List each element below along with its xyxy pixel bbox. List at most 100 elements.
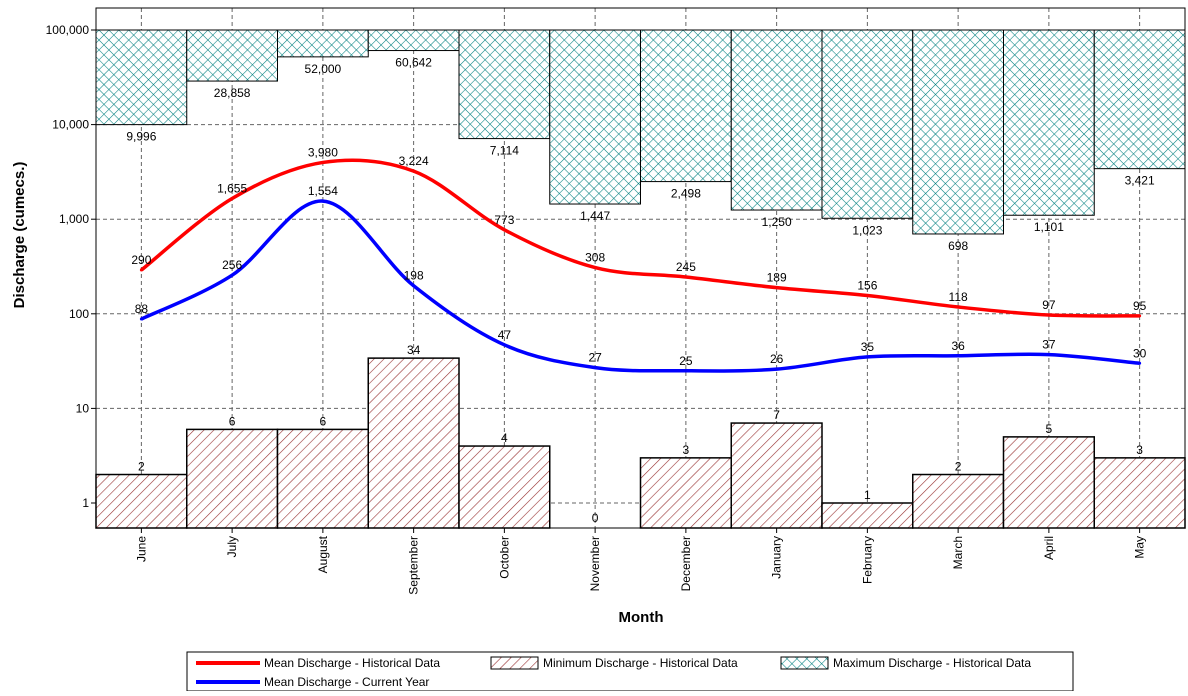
line-point-label: 36 xyxy=(951,339,965,353)
max-bar-october xyxy=(458,29,551,140)
line-point-label: 245 xyxy=(676,260,696,274)
line-point xyxy=(412,169,416,173)
max-bar-label: 9,996 xyxy=(126,130,156,144)
min-bar-december xyxy=(639,457,732,529)
y-tick-label: 10 xyxy=(76,401,90,415)
min-bar-february xyxy=(821,502,914,529)
line-point xyxy=(321,160,325,164)
line-point-label: 773 xyxy=(494,213,514,227)
min-bar-label: 2 xyxy=(955,460,962,474)
x-tick-label-december: December xyxy=(679,536,693,591)
min-bar-july xyxy=(186,428,279,529)
legend-box xyxy=(186,651,1074,692)
line-point-label: 189 xyxy=(767,271,787,285)
min-bar-may xyxy=(1093,457,1186,529)
line-point-label: 47 xyxy=(498,328,512,342)
line-point xyxy=(865,294,869,298)
legend: Mean Discharge - Historical Data Mean Di… xyxy=(186,651,1074,692)
legend-swatch-min-historical xyxy=(490,656,539,670)
min-bar-label: 34 xyxy=(407,343,421,357)
x-tick-label-june: June xyxy=(134,536,148,562)
line-point-label: 3,224 xyxy=(399,154,429,168)
line-point xyxy=(1047,313,1051,317)
min-bar-march xyxy=(912,473,1005,529)
line-point-label: 35 xyxy=(861,340,875,354)
line-point-label: 156 xyxy=(857,279,877,293)
max-bar-label: 52,000 xyxy=(305,62,342,76)
min-bar-september xyxy=(367,357,460,529)
min-bar-label: 3 xyxy=(683,443,690,457)
y-tick-label: 100 xyxy=(69,307,89,321)
max-bar-july xyxy=(186,29,278,82)
line-point xyxy=(684,369,688,373)
max-bar-april xyxy=(1003,29,1095,216)
min-bar-label: 6 xyxy=(320,414,327,428)
max-bar-label: 1,447 xyxy=(580,209,610,223)
x-tick-label-february: February xyxy=(860,536,874,584)
line-point xyxy=(684,275,688,279)
line-point xyxy=(956,354,960,358)
max-bar-january xyxy=(730,29,823,211)
min-bar-june xyxy=(95,473,188,529)
line-point-label: 198 xyxy=(404,269,424,283)
max-discharge-bars xyxy=(95,29,1186,235)
max-bar-label: 1,101 xyxy=(1034,220,1064,234)
legend-label-min-historical: Minimum Discharge - Historical Data xyxy=(543,656,738,670)
line-point-label: 290 xyxy=(131,253,151,267)
mean-discharge-lines xyxy=(139,158,1142,373)
y-tick-label: 1 xyxy=(82,496,89,510)
line-point xyxy=(412,284,416,288)
max-bar-december xyxy=(640,29,732,183)
x-tick-label-september: September xyxy=(407,536,421,595)
max-bar-label: 3,421 xyxy=(1125,174,1155,188)
max-bar-may xyxy=(1093,29,1186,170)
min-bar-label: 0 xyxy=(592,511,599,525)
line-point-label: 25 xyxy=(679,354,693,368)
min-bar-label: 1 xyxy=(864,488,871,502)
line-point xyxy=(230,273,234,277)
y-tick-label: 100,000 xyxy=(46,23,90,37)
min-bar-label: 5 xyxy=(1046,422,1053,436)
line-point xyxy=(139,268,143,272)
min-bar-label: 4 xyxy=(501,431,508,445)
max-bar-november xyxy=(549,29,641,205)
line-point xyxy=(593,266,597,270)
line-point xyxy=(775,367,779,371)
line-point xyxy=(956,305,960,309)
max-bar-september xyxy=(367,29,460,52)
line-point-label: 118 xyxy=(949,290,968,304)
line-point xyxy=(321,199,325,203)
y-tick-label: 1,000 xyxy=(59,212,89,226)
y-tick-label: 10,000 xyxy=(52,118,89,132)
max-bar-label: 1,023 xyxy=(852,223,882,237)
min-bar-label: 2 xyxy=(138,460,145,474)
line-point xyxy=(502,343,506,347)
line-point-label: 1,655 xyxy=(217,182,247,196)
x-tick-label-october: October xyxy=(497,536,511,579)
x-tick-label-july: July xyxy=(225,536,239,557)
line-point xyxy=(1138,361,1142,365)
line-point-label: 37 xyxy=(1042,338,1056,352)
line-point-label: 256 xyxy=(222,258,242,272)
max-bar-june xyxy=(95,29,188,126)
plot-frame xyxy=(95,7,1186,529)
min-bar-label: 6 xyxy=(229,414,236,428)
line-point xyxy=(775,286,779,290)
max-bar-label: 698 xyxy=(948,239,968,253)
line-point xyxy=(1047,353,1051,357)
legend-label-max-historical: Maximum Discharge - Historical Data xyxy=(833,656,1031,670)
min-bar-label: 3 xyxy=(1136,443,1143,457)
line-point-label: 308 xyxy=(585,251,605,265)
line-point xyxy=(502,228,506,232)
line-point-label: 97 xyxy=(1042,298,1056,312)
max-bar-august xyxy=(277,29,369,58)
line-point xyxy=(230,197,234,201)
line-mean-historical xyxy=(140,158,1140,318)
legend-label-mean-historical: Mean Discharge - Historical Data xyxy=(264,656,440,670)
min-bar-october xyxy=(458,445,551,529)
line-point-label: 30 xyxy=(1133,346,1147,360)
line-point-label: 26 xyxy=(770,352,784,366)
max-bar-february xyxy=(821,29,914,219)
